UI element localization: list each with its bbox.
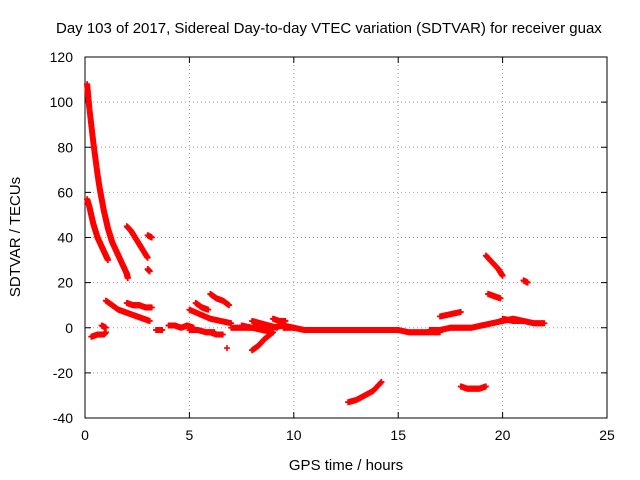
y-tick-label: 40	[57, 230, 73, 246]
y-axis-ticks: -40 -20 0 20 40 60 80 100 120	[50, 49, 607, 426]
x-tick-label: 10	[286, 427, 302, 443]
data-point	[219, 331, 226, 338]
data-point	[520, 317, 527, 324]
data-point	[282, 317, 289, 324]
grid-lines	[85, 57, 607, 418]
data-point	[144, 254, 151, 261]
data-point	[146, 317, 153, 324]
data-point	[223, 345, 230, 352]
data-point	[378, 378, 385, 385]
y-tick-label: 60	[57, 184, 73, 200]
y-tick-label: 80	[57, 139, 73, 155]
data-point	[124, 275, 131, 282]
data-point	[102, 324, 109, 331]
y-tick-label: -20	[53, 365, 73, 381]
data-point	[524, 279, 531, 286]
y-tick-label: -40	[53, 410, 73, 426]
data-point	[541, 320, 548, 327]
data-point	[148, 234, 155, 241]
x-axis-label: GPS time / hours	[289, 457, 403, 474]
x-tick-label: 5	[186, 427, 194, 443]
data-point	[482, 383, 489, 390]
x-tick-label: 0	[81, 427, 89, 443]
x-tick-label: 25	[599, 427, 615, 443]
data-point	[205, 306, 212, 313]
data-point	[269, 329, 276, 336]
data-point	[497, 295, 504, 302]
data-point	[457, 308, 464, 315]
data-point	[499, 272, 506, 279]
y-tick-label: 100	[50, 94, 74, 110]
y-tick-label: 120	[50, 49, 74, 65]
data-point	[104, 257, 111, 264]
y-tick-label: 0	[65, 320, 73, 336]
data-point	[226, 302, 233, 309]
data-point	[159, 327, 166, 334]
data-point	[146, 268, 153, 275]
data-points	[84, 81, 548, 406]
y-tick-label: 20	[57, 275, 73, 291]
data-point	[148, 304, 155, 311]
x-axis-ticks: 0 5 10 15 20 25	[81, 57, 615, 443]
x-tick-label: 20	[495, 427, 511, 443]
data-point	[274, 324, 281, 331]
chart-title: Day 103 of 2017, Sidereal Day-to-day VTE…	[56, 20, 602, 37]
x-tick-label: 15	[390, 427, 406, 443]
y-axis-label: SDTVAR / TECUs	[7, 177, 24, 297]
